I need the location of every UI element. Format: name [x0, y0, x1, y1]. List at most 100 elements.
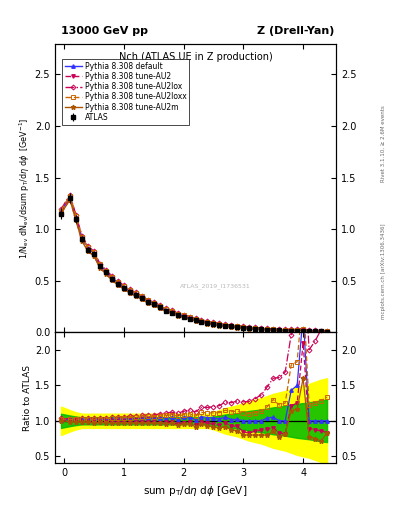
Pythia 8.308 tune-AU2loxx	[247, 325, 252, 331]
Pythia 8.308 tune-AU2lox	[265, 325, 270, 331]
Pythia 8.308 tune-AU2lox	[301, 326, 305, 332]
Y-axis label: 1/N$_{\mathsf{ev}}$ dN$_{\mathsf{ev}}$/dsum p$_\mathsf{T}$/d$\eta$ d$\phi$  [GeV: 1/N$_{\mathsf{ev}}$ dN$_{\mathsf{ev}}$/d…	[17, 117, 32, 259]
Pythia 8.308 tune-AU2loxx	[133, 290, 138, 296]
Pythia 8.308 default	[97, 262, 102, 268]
Pythia 8.308 default	[121, 284, 126, 290]
Pythia 8.308 tune-AU2lox	[235, 323, 240, 329]
Pythia 8.308 tune-AU2lox	[325, 328, 329, 334]
Pythia 8.308 tune-AU2loxx	[187, 314, 192, 321]
Pythia 8.308 tune-AU2m	[265, 327, 270, 333]
Pythia 8.308 tune-AU2	[121, 286, 126, 292]
Pythia 8.308 tune-AU2	[223, 323, 228, 329]
Pythia 8.308 tune-AU2m	[121, 286, 126, 292]
Pythia 8.308 default	[127, 288, 132, 294]
Pythia 8.308 default	[295, 327, 299, 333]
Line: Pythia 8.308 tune-AU2loxx: Pythia 8.308 tune-AU2loxx	[59, 194, 329, 333]
Text: mcplots.cern.ch [arXiv:1306.3436]: mcplots.cern.ch [arXiv:1306.3436]	[381, 224, 386, 319]
Pythia 8.308 tune-AU2	[73, 217, 78, 223]
Pythia 8.308 tune-AU2	[140, 296, 144, 302]
Pythia 8.308 tune-AU2m	[211, 322, 216, 328]
Pythia 8.308 tune-AU2	[79, 238, 84, 244]
X-axis label: sum p$_\mathsf{T}$/d$\eta$ d$\phi$ [GeV]: sum p$_\mathsf{T}$/d$\eta$ d$\phi$ [GeV]	[143, 484, 248, 498]
Pythia 8.308 default	[241, 325, 246, 331]
Pythia 8.308 tune-AU2lox	[140, 292, 144, 298]
Pythia 8.308 default	[187, 315, 192, 321]
Pythia 8.308 tune-AU2	[193, 317, 198, 324]
Text: 13000 GeV pp: 13000 GeV pp	[61, 26, 148, 36]
Pythia 8.308 tune-AU2m	[271, 327, 275, 333]
Pythia 8.308 tune-AU2m	[223, 324, 228, 330]
Pythia 8.308 tune-AU2	[103, 270, 108, 276]
Pythia 8.308 default	[259, 326, 264, 332]
Pythia 8.308 tune-AU2lox	[103, 267, 108, 273]
Pythia 8.308 tune-AU2	[163, 308, 168, 314]
Pythia 8.308 tune-AU2	[277, 328, 281, 334]
Pythia 8.308 tune-AU2loxx	[307, 328, 312, 334]
Pythia 8.308 default	[181, 313, 186, 319]
Pythia 8.308 tune-AU2m	[73, 217, 78, 223]
Pythia 8.308 tune-AU2loxx	[325, 328, 329, 334]
Pythia 8.308 tune-AU2lox	[253, 324, 258, 330]
Pythia 8.308 tune-AU2	[307, 328, 312, 334]
Pythia 8.308 default	[133, 291, 138, 297]
Pythia 8.308 default	[223, 323, 228, 329]
Pythia 8.308 tune-AU2	[97, 264, 102, 270]
Pythia 8.308 tune-AU2	[283, 328, 288, 334]
Pythia 8.308 tune-AU2m	[169, 310, 174, 316]
Pythia 8.308 tune-AU2	[59, 209, 63, 216]
Pythia 8.308 tune-AU2loxx	[127, 287, 132, 293]
Line: Pythia 8.308 tune-AU2lox: Pythia 8.308 tune-AU2lox	[59, 193, 329, 332]
Pythia 8.308 default	[163, 307, 168, 313]
Pythia 8.308 tune-AU2lox	[97, 261, 102, 267]
Pythia 8.308 tune-AU2loxx	[199, 317, 204, 324]
Pythia 8.308 tune-AU2loxx	[175, 310, 180, 316]
Pythia 8.308 tune-AU2m	[295, 328, 299, 334]
Pythia 8.308 tune-AU2lox	[247, 324, 252, 330]
Pythia 8.308 tune-AU2	[127, 290, 132, 296]
Pythia 8.308 tune-AU2	[325, 329, 329, 335]
Pythia 8.308 tune-AU2	[151, 302, 156, 308]
Pythia 8.308 tune-AU2lox	[211, 319, 216, 325]
Pythia 8.308 tune-AU2	[247, 326, 252, 332]
Pythia 8.308 tune-AU2loxx	[140, 293, 144, 300]
Pythia 8.308 tune-AU2	[181, 314, 186, 320]
Pythia 8.308 tune-AU2loxx	[163, 306, 168, 312]
Pythia 8.308 tune-AU2	[241, 325, 246, 331]
Pythia 8.308 tune-AU2loxx	[181, 312, 186, 318]
Pythia 8.308 tune-AU2	[217, 322, 222, 328]
Pythia 8.308 tune-AU2loxx	[229, 323, 234, 329]
Pythia 8.308 default	[175, 311, 180, 317]
Pythia 8.308 tune-AU2	[265, 327, 270, 333]
Pythia 8.308 default	[59, 208, 63, 215]
Pythia 8.308 default	[116, 280, 120, 286]
Pythia 8.308 tune-AU2	[169, 310, 174, 316]
Pythia 8.308 default	[169, 309, 174, 315]
Pythia 8.308 tune-AU2loxx	[157, 303, 162, 309]
Pythia 8.308 tune-AU2lox	[181, 312, 186, 318]
Pythia 8.308 tune-AU2m	[127, 290, 132, 296]
Pythia 8.308 default	[283, 328, 288, 334]
Pythia 8.308 tune-AU2m	[187, 316, 192, 323]
Pythia 8.308 tune-AU2	[145, 300, 150, 306]
Pythia 8.308 tune-AU2lox	[199, 317, 204, 323]
Pythia 8.308 tune-AU2	[211, 321, 216, 327]
Legend: Pythia 8.308 default, Pythia 8.308 tune-AU2, Pythia 8.308 tune-AU2lox, Pythia 8.: Pythia 8.308 default, Pythia 8.308 tune-…	[62, 59, 189, 125]
Text: Nch (ATLAS UE in Z production): Nch (ATLAS UE in Z production)	[119, 52, 272, 62]
Pythia 8.308 tune-AU2	[235, 324, 240, 330]
Pythia 8.308 tune-AU2loxx	[271, 327, 275, 333]
Pythia 8.308 tune-AU2loxx	[193, 316, 198, 322]
Pythia 8.308 tune-AU2loxx	[289, 327, 294, 333]
Pythia 8.308 default	[307, 328, 312, 334]
Pythia 8.308 default	[211, 321, 216, 327]
Pythia 8.308 tune-AU2m	[229, 324, 234, 330]
Pythia 8.308 tune-AU2	[313, 328, 318, 334]
Line: Pythia 8.308 default: Pythia 8.308 default	[59, 195, 329, 333]
Pythia 8.308 tune-AU2loxx	[295, 327, 299, 333]
Pythia 8.308 tune-AU2loxx	[241, 324, 246, 330]
Pythia 8.308 tune-AU2loxx	[68, 193, 72, 199]
Pythia 8.308 tune-AU2m	[92, 253, 96, 259]
Pythia 8.308 tune-AU2	[68, 196, 72, 202]
Pythia 8.308 tune-AU2loxx	[79, 234, 84, 240]
Pythia 8.308 tune-AU2loxx	[59, 207, 63, 214]
Pythia 8.308 tune-AU2	[205, 320, 210, 326]
